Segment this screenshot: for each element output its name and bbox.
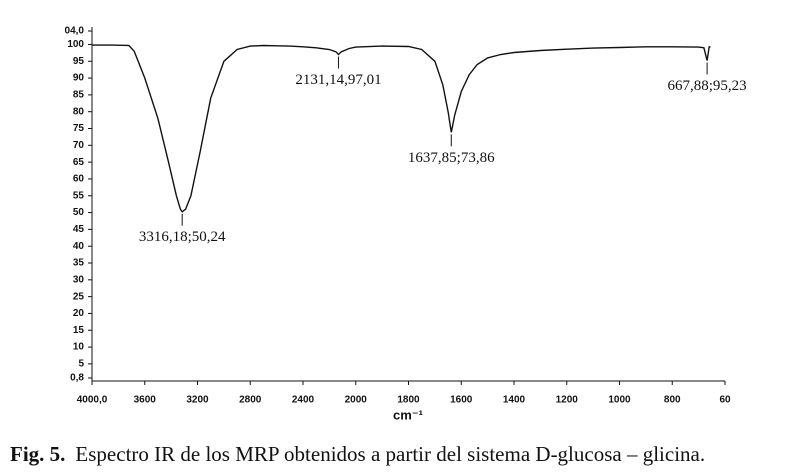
x-tick-label: 2800 — [239, 395, 262, 406]
y-tick-label: 75 — [73, 123, 85, 134]
x-tick-label: 1000 — [608, 395, 631, 406]
y-tick-label: 50 — [73, 207, 85, 218]
annotation-label: 667,88;95,23 — [668, 78, 747, 94]
x-tick-label: 60 — [719, 395, 731, 406]
y-tick-label: 5 — [78, 359, 84, 370]
y-tick-label: 35 — [73, 258, 85, 269]
caption: Fig. 5. Espectro IR de los MRP obtenidos … — [10, 442, 705, 466]
x-tick-label: 1800 — [397, 395, 420, 406]
y-tick-label: 20 — [73, 308, 85, 319]
y-tick-label: 30 — [73, 274, 85, 285]
x-tick-label: 1200 — [556, 395, 579, 406]
y-tick-label: 80 — [73, 106, 85, 117]
x-tick-label: 4000,0 — [77, 395, 108, 406]
y-tick-label: 55 — [73, 190, 85, 201]
annotation-label: 2131,14,97,01 — [295, 72, 381, 88]
x-tick-label: 800 — [664, 395, 681, 406]
y-tick-label: 60 — [73, 174, 85, 185]
y-tick-label: 85 — [73, 90, 85, 101]
y-tick-label: 100 — [67, 39, 84, 50]
x-tick-label: 2400 — [292, 395, 315, 406]
y-tick-label: 15 — [73, 325, 85, 336]
spectrum-line — [92, 44, 711, 213]
annotation-label: 1637,85;73,86 — [408, 150, 495, 166]
y-tick-label: 90 — [73, 73, 85, 84]
x-tick-label: 1600 — [450, 395, 473, 406]
x-tick-label: 1400 — [503, 395, 526, 406]
y-tick-label: 45 — [73, 224, 85, 235]
caption-label: Fig. 5. — [10, 442, 65, 466]
y-tick-label: 0,8 — [70, 373, 84, 384]
y-tick-label: 10 — [73, 342, 85, 353]
x-tick-label: 3600 — [134, 395, 157, 406]
x-tick-label: 2000 — [345, 395, 368, 406]
y-tick-label: 65 — [73, 157, 85, 168]
caption-text: Espectro IR de los MRP obtenidos a parti… — [75, 442, 705, 466]
y-tick-label: 40 — [73, 241, 85, 252]
x-tick-label: 3200 — [186, 395, 209, 406]
y-tick-label: 04,0 — [65, 26, 85, 37]
x-axis-label: cm⁻¹ — [393, 407, 423, 422]
y-tick-label: 25 — [73, 291, 85, 302]
y-tick-label: 70 — [73, 140, 85, 151]
annotation-label: 3316,18;50,24 — [139, 229, 226, 245]
y-tick-label: 95 — [73, 56, 85, 67]
